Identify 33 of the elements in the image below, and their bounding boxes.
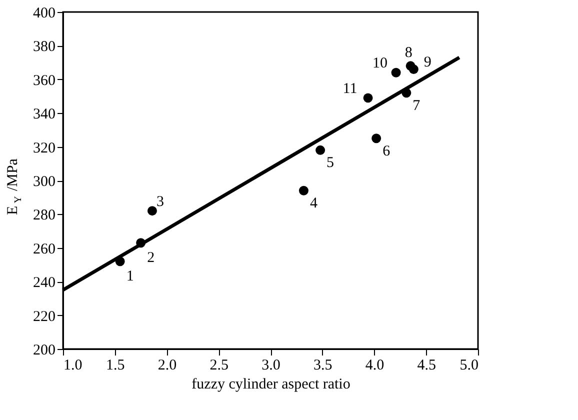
annotation: 5 bbox=[326, 155, 334, 172]
annotation: 4 bbox=[310, 196, 318, 212]
y-tick-label: 400 bbox=[33, 6, 56, 22]
y-tick-label: 300 bbox=[33, 174, 56, 190]
annotation: 9 bbox=[424, 54, 432, 70]
x-tick-label: 3.5 bbox=[314, 358, 332, 374]
x-tick-label: 1.5 bbox=[106, 358, 125, 374]
annotation: 8 bbox=[404, 44, 412, 61]
y-tick-label: 280 bbox=[33, 208, 56, 224]
x-tick-label: 3.0 bbox=[262, 358, 280, 374]
annotation: 7 bbox=[412, 98, 421, 114]
annotation: 6 bbox=[382, 143, 391, 160]
y-tick-label: 260 bbox=[33, 241, 56, 258]
annotation: 2 bbox=[147, 250, 155, 266]
x-tick-label: 4.5 bbox=[417, 358, 436, 374]
y-tick-label: 240 bbox=[33, 275, 56, 292]
y-tick-label: 380 bbox=[33, 39, 56, 56]
y-tick-label: 200 bbox=[33, 342, 56, 358]
annotation: 3 bbox=[156, 194, 164, 210]
x-tick-label: 5.0 bbox=[460, 358, 478, 374]
x-tick-label: 1.0 bbox=[64, 358, 82, 374]
y-tick-label: 360 bbox=[33, 72, 56, 89]
y-tick-label: 220 bbox=[33, 308, 56, 325]
y-axis-title: EY /MPa bbox=[5, 158, 24, 216]
annotation: 11 bbox=[342, 80, 358, 97]
y-tick-label: 340 bbox=[33, 106, 56, 123]
x-tick-label: 2.5 bbox=[210, 358, 228, 374]
x-tick-label: 4.0 bbox=[365, 358, 384, 374]
annotation: 10 bbox=[372, 56, 388, 72]
x-tick-label: 2.0 bbox=[158, 358, 177, 374]
x-axis-title: fuzzy cylinder aspect ratio bbox=[192, 376, 350, 392]
y-tick-label: 320 bbox=[33, 140, 56, 156]
annotation: 1 bbox=[126, 268, 134, 284]
